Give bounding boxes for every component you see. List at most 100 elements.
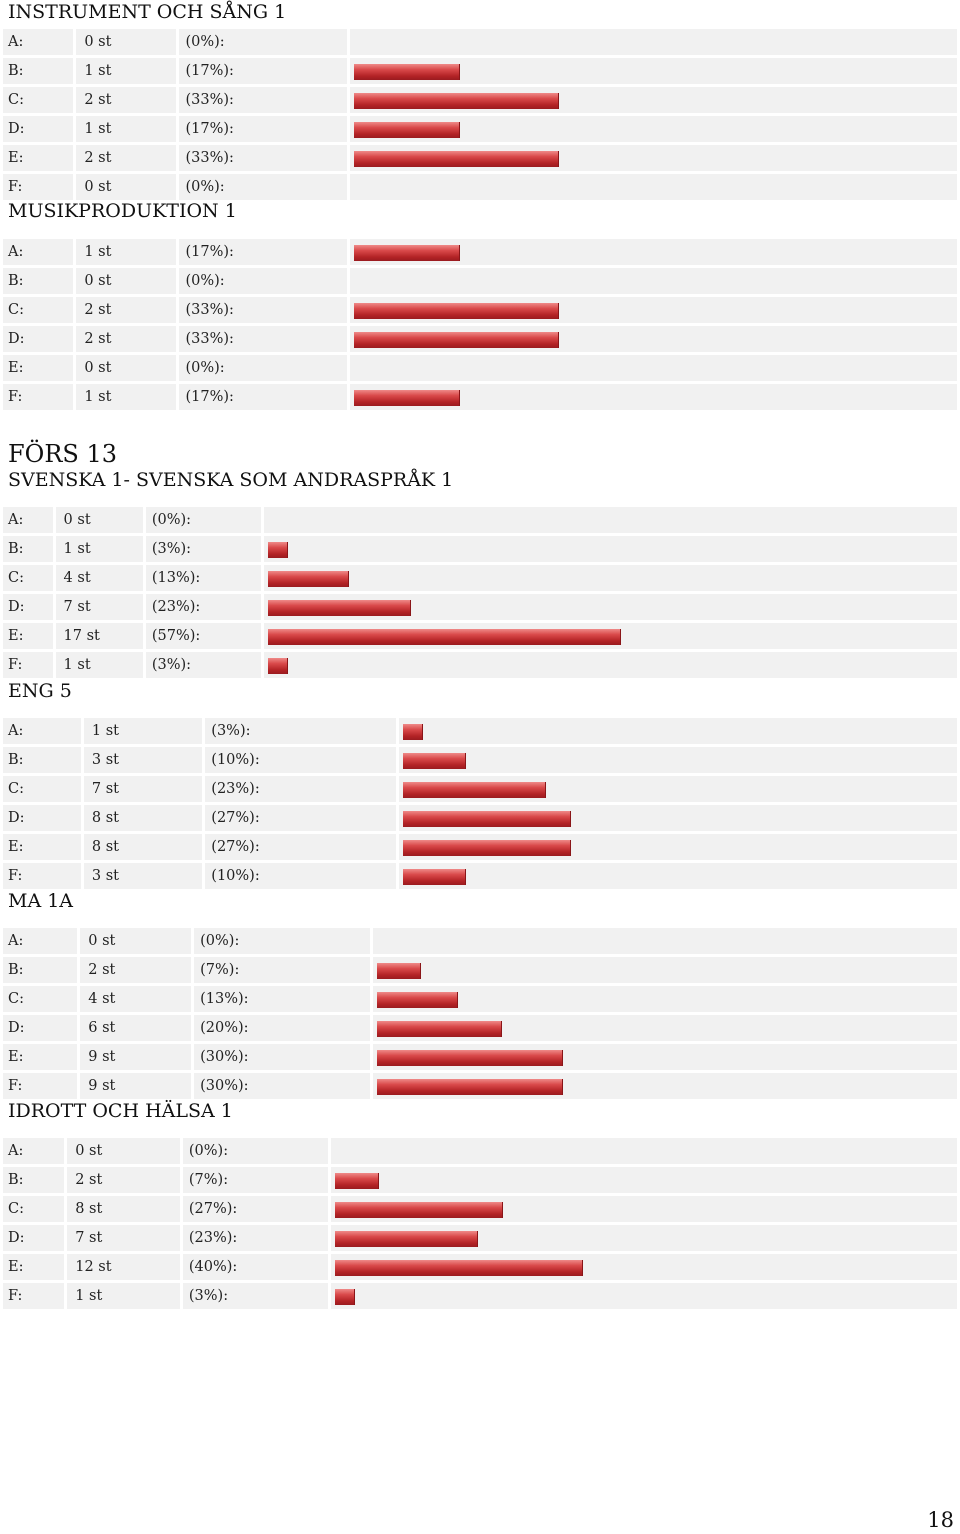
percentage-bar xyxy=(377,992,459,1008)
bar-cell xyxy=(398,805,957,831)
course-heading: INSTRUMENT OCH SÅNG 1 xyxy=(8,1,287,23)
grade-count: 2 st xyxy=(76,297,177,323)
grade-percent: (17%): xyxy=(179,58,347,84)
grade-row: D: 7 st (23%): xyxy=(3,594,957,620)
grade-row: B: 2 st (7%): xyxy=(3,1167,957,1193)
bar-cell xyxy=(373,1073,957,1099)
bar-cell xyxy=(349,58,957,84)
percentage-bar xyxy=(353,122,460,138)
grade-count: 4 st xyxy=(80,986,192,1012)
course-heading: SVENSKA 1- SVENSKA SOM ANDRASPRÅK 1 xyxy=(8,469,454,491)
grade-row: A: 1 st (3%): xyxy=(3,718,957,744)
grade-row: C: 4 st (13%): xyxy=(3,986,957,1012)
grade-label: F: xyxy=(3,174,74,200)
grade-percent: (33%): xyxy=(179,326,347,352)
grade-count: 1 st xyxy=(76,239,177,265)
percentage-bar xyxy=(377,1021,503,1037)
grade-row: C: 4 st (13%): xyxy=(3,565,957,591)
grade-percent: (57%): xyxy=(145,623,261,649)
percentage-bar xyxy=(353,245,460,261)
percentage-bar xyxy=(353,64,460,80)
grade-table: A: 0 st (0%): B: 1 st (3%): C: 4 st (13%): D: 7 st… xyxy=(0,504,960,681)
grade-row: F: 1 st (3%): xyxy=(3,1283,957,1309)
grade-percent: (0%): xyxy=(145,507,261,533)
grade-row: E: 17 st (57%): xyxy=(3,623,957,649)
grade-row: B: 2 st (7%): xyxy=(3,957,957,983)
grade-row: A: 0 st (0%): xyxy=(3,928,957,954)
grade-row: D: 6 st (20%): xyxy=(3,1015,957,1041)
percentage-bar xyxy=(267,629,621,645)
percentage-bar xyxy=(402,782,546,798)
grade-count: 0 st xyxy=(76,268,177,294)
grade-row: D: 7 st (23%): xyxy=(3,1225,957,1251)
grade-percent: (27%): xyxy=(205,834,396,860)
bar-cell xyxy=(349,29,957,55)
grade-label: B: xyxy=(3,1167,65,1193)
grade-label: E: xyxy=(3,355,74,381)
bar-cell xyxy=(373,928,957,954)
grade-count: 3 st xyxy=(83,863,203,889)
bar-cell xyxy=(349,87,957,113)
grade-count: 2 st xyxy=(76,326,177,352)
grade-percent: (0%): xyxy=(182,1138,329,1164)
grade-count: 2 st xyxy=(76,145,177,171)
grade-table: A: 0 st (0%): B: 2 st (7%): C: 8 st (27%): D: 7 st… xyxy=(0,1135,960,1312)
grade-label: E: xyxy=(3,623,53,649)
grade-count: 0 st xyxy=(67,1138,180,1164)
grade-count: 1 st xyxy=(55,536,143,562)
grade-label: F: xyxy=(3,384,74,410)
grade-label: F: xyxy=(3,863,81,889)
grade-row: A: 0 st (0%): xyxy=(3,507,957,533)
grade-label: B: xyxy=(3,58,74,84)
grade-percent: (30%): xyxy=(194,1073,371,1099)
grade-label: C: xyxy=(3,1196,65,1222)
grade-label: A: xyxy=(3,718,81,744)
grade-percent: (17%): xyxy=(179,384,347,410)
grade-label: A: xyxy=(3,29,74,55)
bar-cell xyxy=(373,957,957,983)
percentage-bar xyxy=(402,811,571,827)
grade-percent: (13%): xyxy=(145,565,261,591)
course-heading: MA 1A xyxy=(8,890,74,912)
grade-count: 12 st xyxy=(67,1254,180,1280)
grade-row: D: 1 st (17%): xyxy=(3,116,957,142)
bar-cell xyxy=(331,1167,957,1193)
percentage-bar xyxy=(353,151,559,167)
bar-cell xyxy=(398,747,957,773)
bar-cell xyxy=(263,536,957,562)
grade-label: D: xyxy=(3,326,74,352)
grade-label: A: xyxy=(3,507,53,533)
grade-count: 1 st xyxy=(76,116,177,142)
percentage-bar xyxy=(267,571,349,587)
grade-row: C: 2 st (33%): xyxy=(3,87,957,113)
grade-count: 1 st xyxy=(55,652,143,678)
bar-cell xyxy=(349,326,957,352)
bar-cell xyxy=(349,116,957,142)
bar-cell xyxy=(263,594,957,620)
grade-count: 2 st xyxy=(67,1167,180,1193)
grade-label: E: xyxy=(3,1044,78,1070)
grade-percent: (23%): xyxy=(205,776,396,802)
grade-count: 1 st xyxy=(67,1283,180,1309)
grade-table: A: 0 st (0%): B: 1 st (17%): C: 2 st (33%): D: 1 s… xyxy=(0,26,960,203)
grade-percent: (23%): xyxy=(145,594,261,620)
grade-label: F: xyxy=(3,652,53,678)
percentage-bar xyxy=(402,869,466,885)
grade-count: 6 st xyxy=(80,1015,192,1041)
grade-count: 1 st xyxy=(76,58,177,84)
grade-label: C: xyxy=(3,297,74,323)
grade-percent: (30%): xyxy=(194,1044,371,1070)
bar-cell xyxy=(398,834,957,860)
section-title: FÖRS 13 xyxy=(8,440,118,468)
grade-count: 0 st xyxy=(76,174,177,200)
percentage-bar xyxy=(377,963,422,979)
percentage-bar xyxy=(353,303,559,319)
percentage-bar xyxy=(402,724,423,740)
grade-percent: (3%): xyxy=(182,1283,329,1309)
grade-percent: (27%): xyxy=(182,1196,329,1222)
grade-label: F: xyxy=(3,1283,65,1309)
grade-row: C: 7 st (23%): xyxy=(3,776,957,802)
grade-row: D: 8 st (27%): xyxy=(3,805,957,831)
grade-label: A: xyxy=(3,1138,65,1164)
bar-cell xyxy=(349,239,957,265)
